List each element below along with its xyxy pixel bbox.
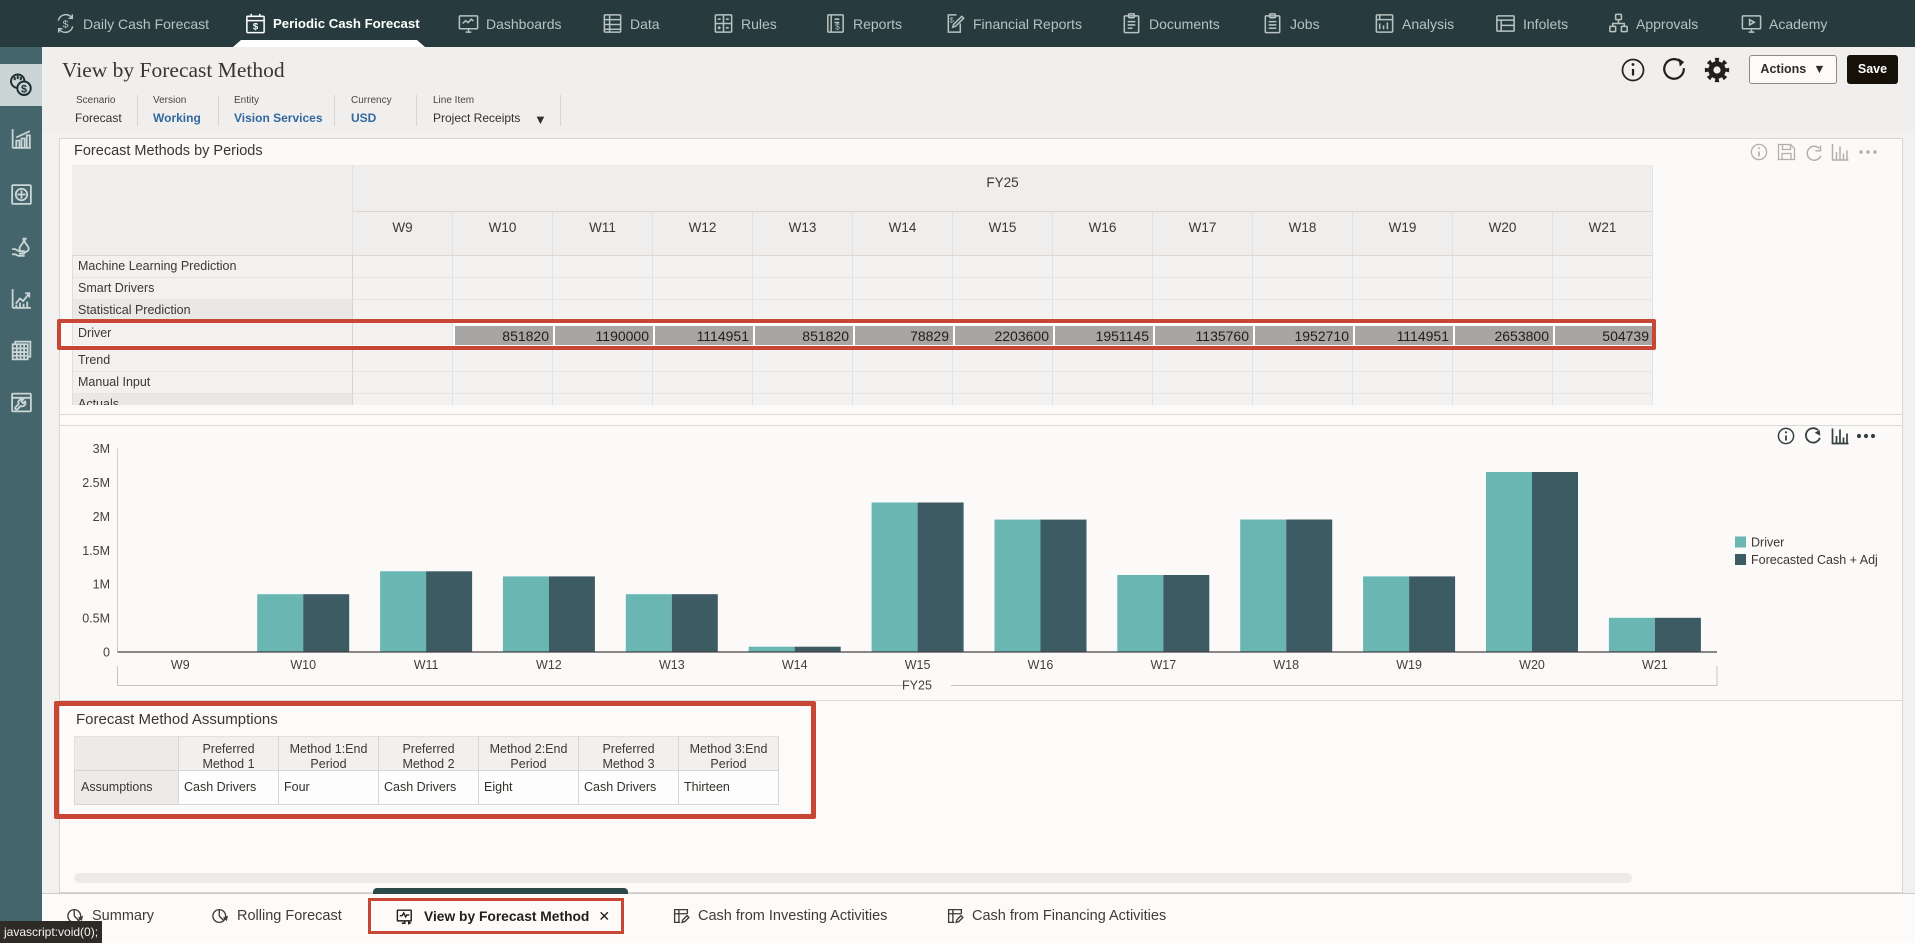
- svg-text:1M: 1M: [93, 578, 110, 592]
- svg-text:W9: W9: [171, 658, 190, 672]
- svg-text:W13: W13: [659, 658, 685, 672]
- svg-text:2M: 2M: [93, 510, 110, 524]
- svg-text:Driver: Driver: [1751, 536, 1784, 550]
- svg-text:1.5M: 1.5M: [82, 544, 110, 558]
- svg-text:$: $: [253, 22, 259, 33]
- svg-text:W14: W14: [782, 658, 808, 672]
- svg-text:W17: W17: [1150, 658, 1176, 672]
- svg-text:$: $: [63, 18, 69, 30]
- svg-text:W18: W18: [1273, 658, 1299, 672]
- svg-text:2.5M: 2.5M: [82, 476, 110, 490]
- svg-text:0.5M: 0.5M: [82, 612, 110, 626]
- svg-text:$: $: [21, 83, 27, 95]
- svg-text:FY25: FY25: [902, 679, 932, 693]
- svg-text:$: $: [835, 22, 840, 32]
- svg-text:W10: W10: [290, 658, 316, 672]
- svg-text:W19: W19: [1396, 658, 1422, 672]
- svg-text:W21: W21: [1642, 658, 1668, 672]
- svg-text:$: $: [950, 16, 955, 25]
- svg-text:3M: 3M: [93, 442, 110, 456]
- svg-text:Forecasted Cash + Adj: Forecasted Cash + Adj: [1751, 553, 1878, 567]
- svg-text:0: 0: [103, 646, 110, 660]
- svg-text:W11: W11: [414, 658, 439, 672]
- svg-text:W12: W12: [536, 658, 562, 672]
- svg-text:W16: W16: [1028, 658, 1054, 672]
- svg-text:W20: W20: [1519, 658, 1545, 672]
- svg-text:W15: W15: [905, 658, 931, 672]
